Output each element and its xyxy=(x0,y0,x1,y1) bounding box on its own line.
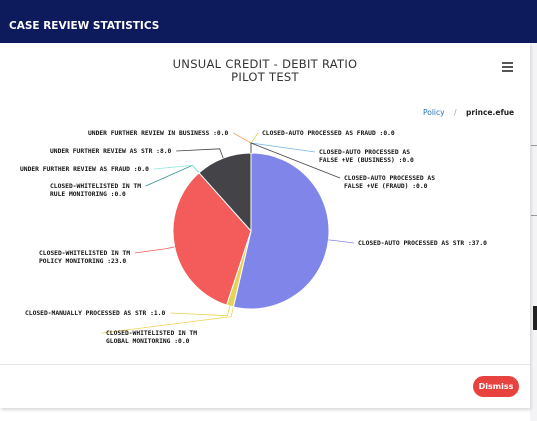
slice-data-label: CLOSED-AUTO PROCESSED AS STR :37.0 xyxy=(358,240,487,247)
connector-line xyxy=(153,164,200,174)
slice-data-label: UNDER FURTHER REVIEW IN BUSINESS :0.0 xyxy=(88,130,228,137)
pie-slice[interactable] xyxy=(172,172,252,306)
connector-line xyxy=(101,306,234,334)
connector-line xyxy=(134,246,175,254)
pie-slice[interactable] xyxy=(232,152,330,310)
slice-data-label: CLOSED-AUTO PROCESSED AS FRAUD :0.0 xyxy=(262,130,395,137)
slice-data-label: RULE MONITORING :0.0 xyxy=(50,191,126,198)
connector-line xyxy=(233,132,252,153)
slice-data-label: CLOSED-WHITELISTED IN TM xyxy=(50,183,141,190)
slice-data-label: GLOBAL MONITORING :0.0 xyxy=(106,338,190,345)
connector-line xyxy=(250,142,341,179)
background-divider xyxy=(531,215,537,216)
hamburger-menu-icon[interactable] xyxy=(502,62,513,72)
chart-title-line-1: UNSUAL CREDIT - DEBIT RATIO xyxy=(172,57,358,71)
connector-line xyxy=(328,239,355,244)
breadcrumb-policy-link[interactable]: Policy xyxy=(423,108,445,117)
slice-data-label: CLOSED-WHITELISTED IN TM xyxy=(106,330,197,337)
modal-title: CASE REVIEW STATISTICS xyxy=(9,20,160,32)
slice-data-label: UNDER FURTHER REVIEW AS STR :8.0 xyxy=(50,148,172,155)
slice-data-label: CLOSED-AUTO PROCESSED AS xyxy=(319,149,410,156)
dismiss-button[interactable]: Dismiss xyxy=(473,376,519,397)
chart-title-line-2: PILOT TEST xyxy=(231,70,299,84)
breadcrumb-user: prince.efue xyxy=(466,108,515,117)
slice-data-label: FALSE +VE (FRAUD) :0.0 xyxy=(344,183,428,190)
slice-data-label: POLICY MONITORING :23.0 xyxy=(39,258,126,265)
slice-data-label: CLOSED-MANUALLY PROCESSED AS STR :1.0 xyxy=(25,310,165,317)
pie-slice[interactable] xyxy=(198,152,252,233)
slice-data-label: FALSE +VE (BUSINESS) :0.0 xyxy=(319,157,414,164)
connector-line xyxy=(176,148,224,159)
background-element xyxy=(533,306,537,330)
background-page-edge xyxy=(530,43,537,421)
connector-line xyxy=(250,142,316,153)
background-divider xyxy=(531,145,537,146)
slice-data-label: CLOSED-WHITELISTED IN TM xyxy=(39,250,130,257)
modal-header: CASE REVIEW STATISTICS xyxy=(0,0,537,43)
connector-line xyxy=(170,305,231,317)
breadcrumb-separator: / xyxy=(454,108,457,117)
slice-data-label: UNDER FURTHER REVIEW AS FRAUD :0.0 xyxy=(20,166,149,173)
footer-divider xyxy=(0,364,530,365)
slice-data-label: CLOSED-AUTO PROCESSED AS xyxy=(344,175,435,182)
